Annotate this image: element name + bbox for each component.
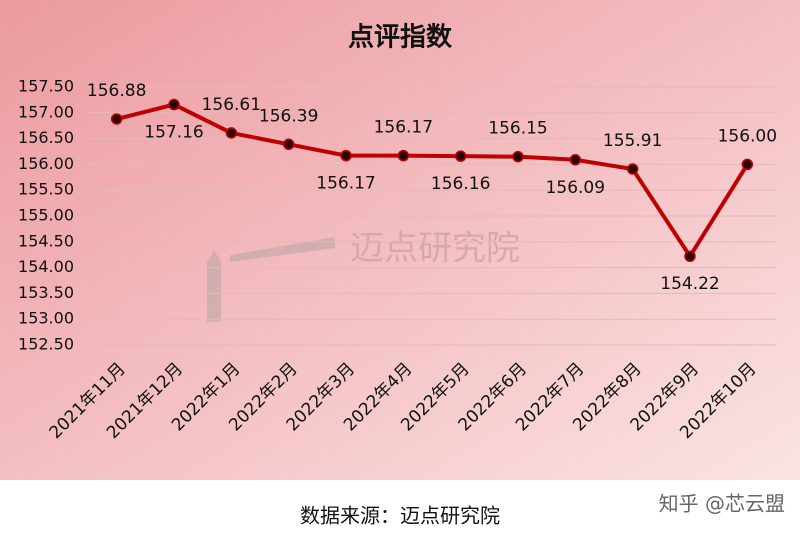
data-point: [282, 138, 295, 151]
source-note: 数据来源：迈点研究院: [300, 504, 500, 528]
data-point: [741, 158, 754, 171]
data-label: 156.17: [374, 118, 433, 138]
data-point: [340, 149, 352, 162]
y-tick-label: 156.00: [18, 154, 74, 173]
series-line: [116, 102, 750, 260]
data-point: [569, 154, 582, 166]
data-label: 157.16: [144, 123, 203, 143]
y-tick-label: 157.50: [18, 77, 74, 96]
data-point: [454, 150, 467, 162]
y-tick-label: 156.50: [18, 128, 74, 147]
data-label: 154.22: [660, 274, 719, 294]
data-point: [110, 113, 123, 125]
y-tick-label: 153.00: [18, 309, 74, 328]
y-tick-label: 154.50: [18, 231, 74, 250]
y-tick-label: 157.00: [18, 102, 74, 121]
data-point: [626, 163, 639, 175]
data-label: 155.91: [603, 131, 662, 151]
data-label: 156.00: [718, 126, 777, 146]
data-label: 156.09: [546, 178, 605, 198]
data-label: 156.17: [316, 174, 375, 194]
data-point: [168, 98, 180, 111]
chart-title: 点评指数: [348, 22, 453, 53]
data-label: 156.88: [87, 81, 146, 101]
y-tick-label: 153.50: [18, 283, 74, 302]
data-label: 156.15: [488, 119, 547, 139]
y-tick-label: 155.50: [18, 180, 74, 199]
data-point: [225, 127, 238, 139]
y-tick-label: 152.50: [18, 335, 74, 354]
data-point: [397, 149, 410, 162]
y-tick-label: 155.00: [18, 206, 74, 225]
data-point: [684, 250, 696, 262]
chart-background: [0, 0, 800, 480]
data-label: 156.16: [431, 174, 490, 194]
y-tick-label: 154.00: [18, 257, 74, 276]
watermark: 迈点研究院: [350, 229, 520, 269]
footer-background: [0, 480, 800, 536]
data-label: 156.39: [259, 106, 318, 126]
data-label: 156.61: [202, 95, 261, 115]
data-point: [512, 150, 524, 163]
watermark-logo: [207, 237, 335, 322]
credit: 知乎 @芯云盟: [659, 492, 785, 516]
